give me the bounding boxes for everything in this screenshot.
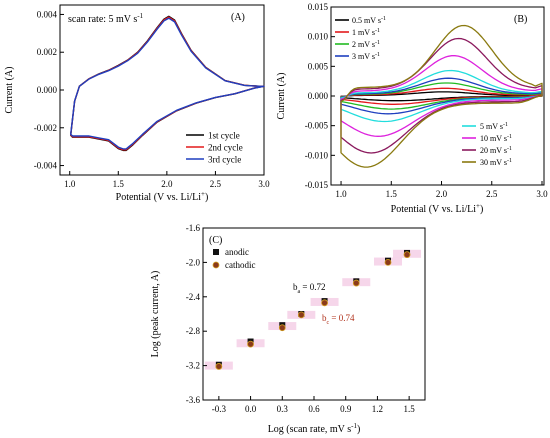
panel-c-ylabel: Log (peak current, A) [150, 271, 161, 358]
panel-a-label: (A) [231, 12, 245, 23]
panel-b-legend-right: 5 mV s-1 10 mV s-1 20 mV s-1 30 mV s-1 [462, 122, 512, 167]
panel-c-bc-annotation: bc = 0.74 [322, 313, 355, 326]
panel-a-series-line [70, 17, 265, 150]
panel-a-xtick-label: 2.0 [161, 179, 173, 189]
panel-c-xtick-label: 0.0 [245, 404, 257, 414]
panel-c-legend: anodic cathodic [212, 247, 256, 270]
panel-b-series-line [340, 24, 543, 168]
panel-c-xtick-label: -0.3 [212, 404, 227, 414]
panel-b-ytick-label: 0.000 [308, 91, 329, 101]
panel-a-annotation: scan rate: 5 mV s-1 [68, 12, 144, 25]
panel-a-ytick-label: -0.004 [34, 161, 58, 171]
panel-b-legend-label: 5 mV s-1 [480, 122, 508, 131]
panel-a-curves [70, 15, 265, 152]
panel-c-ytick-label: -3.2 [186, 361, 200, 371]
panel-a-ytick-label: -0.002 [34, 123, 57, 133]
panel-b-legend-label: 1 mV s-1 [352, 28, 380, 37]
panel-b-legend-left: 0.5 mV s-1 1 mV s-1 2 mV s-1 3 mV s-1 [335, 16, 386, 61]
panel-b-xlabel: Potential (V vs. Li/Li+) [391, 202, 484, 215]
panel-a: 1.0 1.5 2.0 2.5 3.0 -0.004 -0.002 0.000 0.002 0.… [4, 4, 270, 203]
panel-c-cathodic-point [352, 279, 360, 287]
panel-b-ytick-label: -0.010 [305, 150, 329, 160]
panel-b-ylabel: Current (A) [276, 73, 287, 120]
panel-b: 1.0 1.5 2.0 2.5 3.0 -0.015 -0.010 -0.005 0.000 0… [276, 2, 548, 215]
panel-a-legend-label: 2nd cycle [208, 143, 243, 153]
panel-b-label: (B) [514, 14, 527, 25]
panel-c-ytick-label: -1.6 [186, 223, 201, 233]
panel-c-cathodic-point [297, 311, 305, 319]
panel-a-xtick-label: 1.5 [113, 179, 125, 189]
panel-c-cathodic-point [278, 324, 286, 332]
panel-c-cathodic-point [215, 363, 223, 370]
panel-b-legend-label: 10 mV s-1 [480, 134, 512, 143]
panel-c-label: (C) [209, 235, 222, 246]
panel-a-legend-label: 3rd cycle [208, 155, 241, 165]
panel-c-xtick-label: 0.9 [340, 404, 352, 414]
panel-b-curves [340, 24, 543, 168]
panel-c-ytick-label: -2.8 [186, 326, 201, 336]
panel-b-xtick-label: 2.5 [486, 189, 498, 199]
panel-a-xtick-label: 1.0 [64, 179, 76, 189]
panel-c-xlabel: Log (scan rate, mV s-1) [268, 422, 361, 435]
panel-a-xtick-label: 3.0 [258, 179, 270, 189]
panel-b-ytick-label: -0.005 [305, 121, 329, 131]
panel-b-legend-label: 0.5 mV s-1 [352, 16, 386, 25]
panel-a-xtick-label: 2.5 [210, 179, 222, 189]
panel-c-ytick-label: -2.0 [186, 257, 201, 267]
panel-c-xtick-label: 0.3 [277, 404, 289, 414]
panel-c-cathodic-point [384, 258, 392, 266]
panel-c-xtick-label: 0.6 [308, 404, 320, 414]
panel-a-xlabel: Potential (V vs. Li/Li+) [116, 190, 209, 203]
panel-a-legend-label: 1st cycle [208, 131, 240, 141]
panel-a-ytick-label: 0.002 [37, 47, 57, 57]
panel-b-ytick-label: 0.015 [308, 2, 329, 12]
panel-b-xtick-label: 1.5 [386, 189, 398, 199]
panel-c-legend-anodic-label: anodic [225, 247, 249, 257]
panel-b-ytick-label: -0.015 [305, 180, 329, 190]
panel-c-ytick-label: -2.4 [186, 292, 201, 302]
panel-a-legend: 1st cycle 2nd cycle 3rd cycle [186, 131, 243, 165]
panel-a-ytick-label: 0.004 [37, 9, 58, 19]
panel-a-ylabel: Current (A) [4, 67, 15, 114]
panel-c-xtick-label: 1.5 [404, 404, 416, 414]
panel-b-xtick-label: 1.0 [335, 189, 347, 199]
panel-c-xtick-label: 1.2 [372, 404, 383, 414]
panel-a-ytick-label: 0.000 [37, 85, 58, 95]
panel-c: -0.3 0.0 0.3 0.6 0.9 1.2 1.5 -1.6 -2.0 -2.4 -2.8 -… [150, 223, 426, 435]
panel-c-legend-anodic-marker [213, 249, 219, 255]
panel-c-cathodic-point [247, 340, 254, 348]
panel-c-cathodic-point [321, 299, 328, 307]
panel-b-ytick-label: 0.010 [308, 32, 329, 42]
panel-b-xtick-label: 3.0 [536, 189, 548, 199]
panel-b-ytick-label: 0.005 [308, 61, 329, 71]
panel-b-xtick-label: 2.0 [436, 189, 448, 199]
panel-b-legend-label: 20 mV s-1 [480, 146, 512, 155]
panel-b-legend-label: 30 mV s-1 [480, 158, 512, 167]
panel-b-legend-label: 3 mV s-1 [352, 52, 380, 61]
panel-c-ba-annotation: ba = 0.72 [293, 282, 326, 295]
panel-c-ytick-label: -3.6 [186, 395, 201, 405]
panel-c-cathodic-point [403, 251, 411, 259]
panel-c-legend-cathodic-marker [212, 261, 220, 269]
panel-b-legend-label: 2 mV s-1 [352, 40, 380, 49]
panel-c-legend-cathodic-label: cathodic [225, 260, 256, 270]
panel-c-points [215, 249, 411, 370]
